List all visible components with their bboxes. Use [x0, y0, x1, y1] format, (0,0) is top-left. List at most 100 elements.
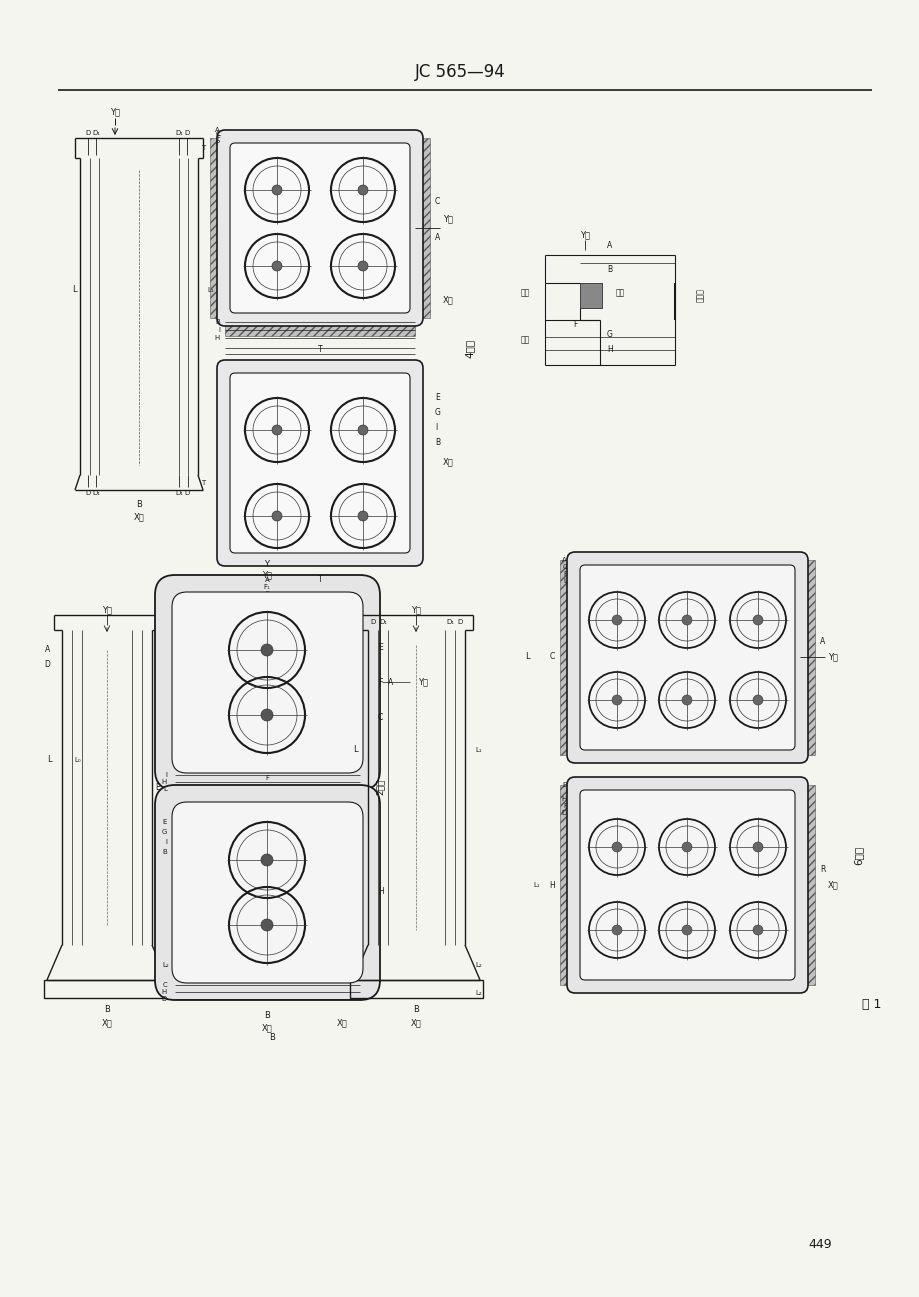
Text: H: H	[607, 345, 612, 354]
FancyBboxPatch shape	[230, 143, 410, 313]
Text: L₂: L₂	[474, 962, 482, 968]
Text: X向: X向	[410, 1018, 421, 1027]
Text: I: I	[165, 839, 167, 846]
Circle shape	[357, 261, 368, 271]
Text: D: D	[162, 996, 167, 1003]
Text: Y向: Y向	[827, 652, 837, 661]
Text: D: D	[562, 811, 566, 816]
Text: D: D	[184, 490, 189, 495]
Text: X向: X向	[133, 512, 144, 521]
Text: F₁: F₁	[264, 584, 270, 590]
Text: Y向: Y向	[110, 108, 119, 117]
Text: F: F	[216, 135, 220, 141]
Text: T: T	[200, 145, 205, 150]
Text: E: E	[378, 643, 382, 652]
Text: Y向: Y向	[443, 214, 452, 223]
Circle shape	[357, 511, 368, 521]
Circle shape	[611, 925, 621, 935]
Bar	[359, 805, 374, 981]
Text: D: D	[85, 130, 91, 136]
Circle shape	[752, 925, 762, 935]
Text: D: D	[457, 619, 462, 625]
Bar	[800, 785, 814, 984]
Text: D₁: D₁	[446, 619, 453, 625]
Text: B: B	[162, 850, 167, 855]
Circle shape	[357, 185, 368, 195]
Text: G: G	[435, 409, 440, 418]
Text: X向: X向	[827, 881, 838, 890]
FancyBboxPatch shape	[566, 553, 807, 763]
FancyBboxPatch shape	[172, 802, 363, 983]
Text: H: H	[162, 990, 167, 995]
Text: I: I	[435, 424, 437, 432]
Circle shape	[681, 925, 691, 935]
Circle shape	[752, 842, 762, 852]
Text: D: D	[85, 490, 91, 495]
Text: JC 565—94: JC 565—94	[414, 64, 505, 80]
Text: E: E	[155, 782, 160, 791]
Text: T: T	[200, 480, 205, 486]
Text: Y向: Y向	[262, 571, 272, 580]
FancyBboxPatch shape	[230, 374, 410, 553]
Bar	[414, 137, 429, 318]
Text: D: D	[370, 619, 375, 625]
Text: 图 1: 图 1	[861, 999, 880, 1012]
Circle shape	[681, 842, 691, 852]
Text: L₂: L₂	[162, 962, 168, 968]
Text: F: F	[562, 803, 566, 809]
Text: T: T	[317, 576, 322, 585]
Text: L: L	[47, 755, 52, 764]
FancyBboxPatch shape	[217, 361, 423, 565]
Text: C: C	[550, 652, 554, 661]
Text: B: B	[215, 319, 220, 326]
Text: C: C	[378, 713, 383, 722]
Text: F: F	[562, 571, 566, 577]
Text: 靠水筋: 靠水筋	[695, 288, 704, 302]
Text: D₁: D₁	[92, 490, 100, 495]
Text: L₁: L₁	[533, 882, 539, 888]
Bar	[359, 595, 374, 770]
Text: D₁: D₁	[175, 490, 183, 495]
Text: H: H	[562, 796, 566, 802]
Bar	[574, 560, 800, 591]
Text: L: L	[562, 578, 566, 584]
Text: G: G	[607, 331, 612, 340]
Text: A: A	[562, 556, 566, 563]
Circle shape	[272, 185, 282, 195]
Text: Y: Y	[265, 560, 269, 569]
Circle shape	[261, 709, 273, 721]
Bar	[574, 785, 800, 817]
Text: B: B	[268, 1034, 275, 1043]
Text: T: T	[317, 345, 322, 354]
Text: A: A	[265, 577, 269, 582]
Bar	[161, 595, 175, 770]
Text: C: C	[162, 982, 167, 988]
Bar	[175, 595, 359, 611]
Text: B: B	[413, 1005, 418, 1014]
Text: L₀: L₀	[74, 757, 81, 763]
Circle shape	[611, 615, 621, 625]
Text: H: H	[378, 887, 383, 896]
Text: B: B	[264, 1010, 269, 1019]
Circle shape	[611, 695, 621, 706]
Text: L: L	[163, 786, 167, 792]
Circle shape	[272, 511, 282, 521]
Text: A: A	[45, 646, 50, 655]
Text: B: B	[136, 501, 142, 510]
Bar	[225, 137, 414, 156]
Text: F: F	[573, 320, 576, 329]
Text: C: C	[215, 131, 220, 137]
Text: 449: 449	[807, 1239, 831, 1252]
Text: B: B	[435, 438, 439, 447]
Text: X向: X向	[337, 1018, 347, 1027]
Text: B: B	[562, 782, 566, 789]
Bar	[560, 785, 574, 984]
Text: D: D	[44, 660, 50, 669]
FancyBboxPatch shape	[217, 130, 423, 326]
Text: I: I	[218, 327, 220, 333]
Circle shape	[611, 842, 621, 852]
Text: L: L	[353, 746, 357, 755]
Text: A: A	[215, 127, 220, 134]
Text: H: H	[162, 779, 167, 785]
FancyBboxPatch shape	[579, 565, 794, 750]
